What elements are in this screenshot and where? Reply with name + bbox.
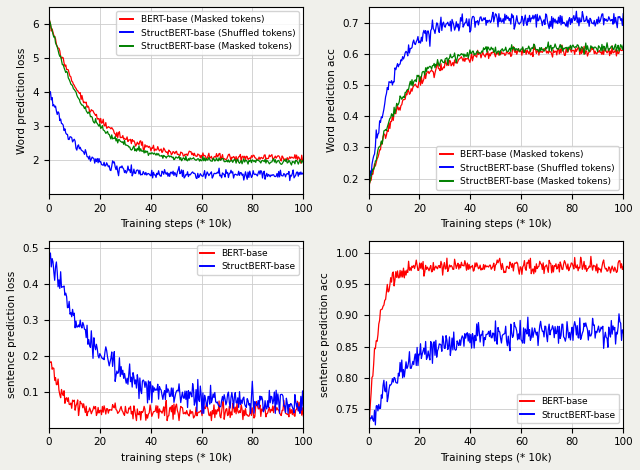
Y-axis label: sentence prediction loss: sentence prediction loss [7, 271, 17, 398]
Legend: BERT-base (Masked tokens), StructBERT-base (Shuffled tokens), StructBERT-base (M: BERT-base (Masked tokens), StructBERT-ba… [116, 11, 299, 55]
X-axis label: training steps (* 10k): training steps (* 10k) [120, 453, 232, 463]
Legend: BERT-base, StructBERT-base: BERT-base, StructBERT-base [516, 393, 619, 423]
Legend: BERT-base, StructBERT-base: BERT-base, StructBERT-base [196, 245, 299, 275]
Y-axis label: Word prediction acc: Word prediction acc [327, 48, 337, 152]
Y-axis label: sentence prediction acc: sentence prediction acc [320, 272, 330, 397]
X-axis label: Training steps (* 10k): Training steps (* 10k) [440, 219, 552, 229]
X-axis label: Training steps (* 10k): Training steps (* 10k) [440, 453, 552, 463]
Legend: BERT-base (Masked tokens), StructBERT-base (Shuffled tokens), StructBERT-base (M: BERT-base (Masked tokens), StructBERT-ba… [436, 146, 619, 190]
Y-axis label: Word prediction loss: Word prediction loss [17, 47, 27, 154]
X-axis label: Training steps (* 10k): Training steps (* 10k) [120, 219, 232, 229]
